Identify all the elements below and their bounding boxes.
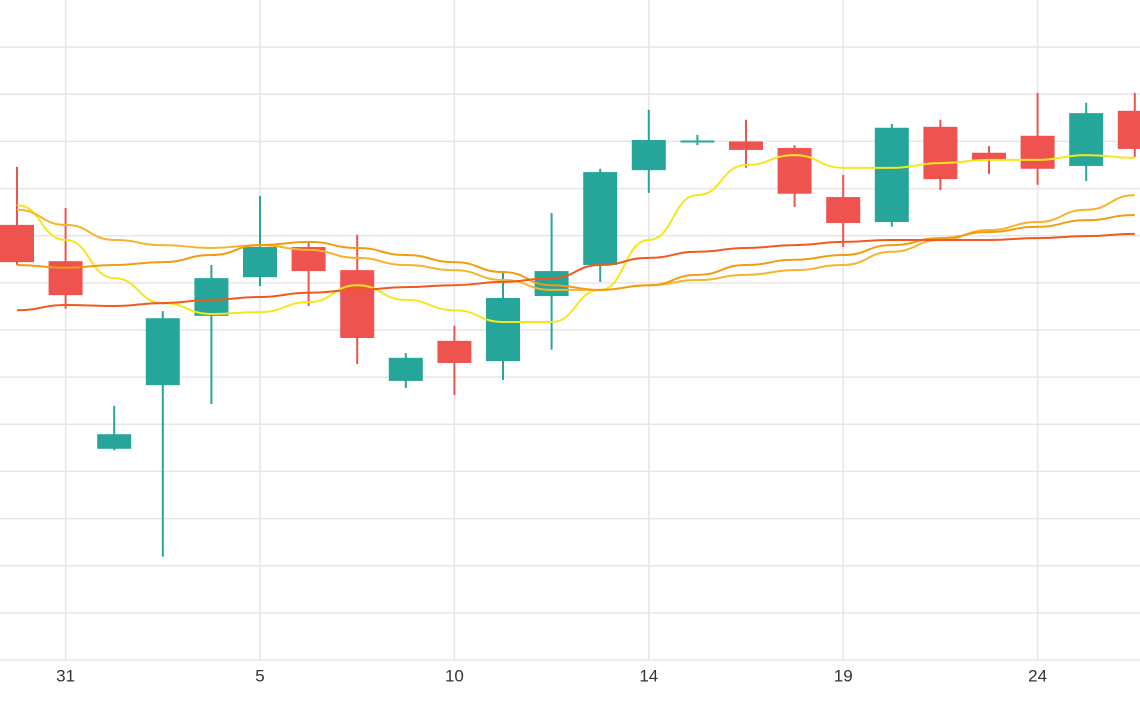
candle-body bbox=[437, 340, 472, 363]
candle-body bbox=[680, 140, 715, 143]
candle-body bbox=[1069, 113, 1104, 166]
candle-body bbox=[729, 141, 763, 150]
candle-body bbox=[826, 197, 861, 223]
x-tick-label: 5 bbox=[255, 666, 264, 685]
x-tick-label: 14 bbox=[639, 666, 658, 685]
moving-average-line bbox=[16, 213, 1135, 291]
candle-body bbox=[874, 127, 909, 223]
candle-body bbox=[194, 278, 229, 316]
candle-body bbox=[1117, 110, 1140, 149]
moving-average-line bbox=[16, 154, 1135, 323]
candle-body bbox=[972, 152, 1006, 160]
candle-body bbox=[48, 261, 83, 296]
x-tick-label: 31 bbox=[56, 666, 75, 685]
candle-body bbox=[0, 224, 34, 263]
candle-body bbox=[1020, 135, 1055, 169]
candle-body bbox=[243, 247, 277, 278]
candle-body bbox=[340, 270, 375, 339]
candle-body bbox=[923, 126, 958, 180]
moving-average-line bbox=[16, 194, 1135, 291]
moving-average-line bbox=[16, 232, 1135, 312]
candle-body bbox=[97, 434, 132, 449]
candle-body bbox=[388, 357, 423, 381]
x-tick-label: 24 bbox=[1028, 666, 1047, 685]
candle-body bbox=[631, 140, 666, 171]
candle-body bbox=[583, 172, 618, 265]
candle-body bbox=[486, 297, 520, 362]
x-tick-label: 19 bbox=[834, 666, 853, 685]
candle-body bbox=[145, 318, 180, 386]
x-tick-label: 10 bbox=[445, 666, 464, 685]
